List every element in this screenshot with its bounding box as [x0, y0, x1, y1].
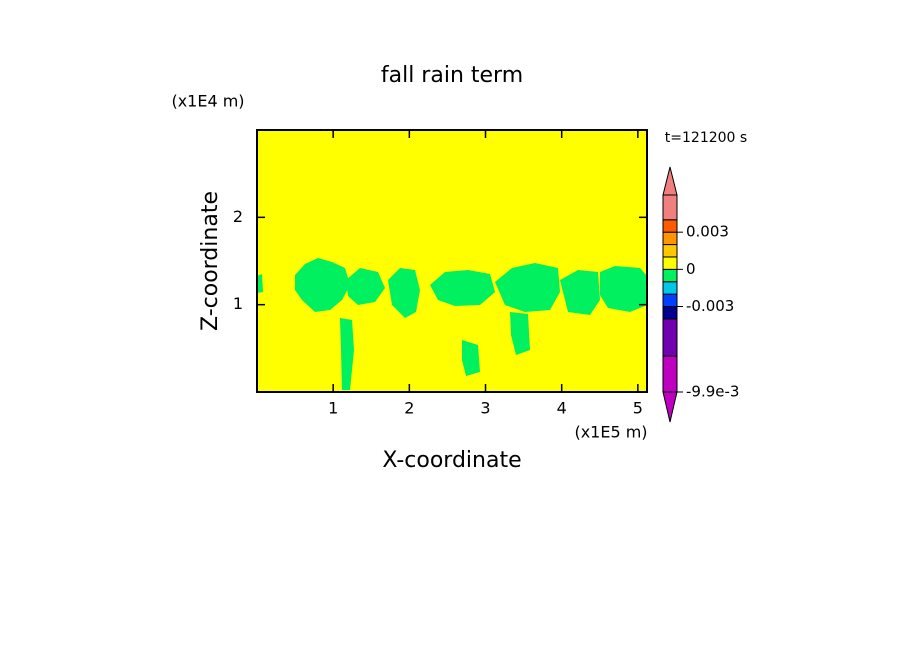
colorbar-box — [662, 355, 678, 393]
rain-patches — [257, 258, 647, 390]
y-axis-label: Z-coordinate — [198, 191, 223, 331]
colorbar-label: 0.003 — [686, 223, 729, 241]
colorbar-box — [662, 194, 678, 221]
colorbar-box — [662, 306, 678, 320]
y-tick-label: 2 — [233, 207, 243, 226]
colorbar-box — [662, 231, 678, 246]
x-tick-label: 4 — [557, 399, 567, 418]
colorbar-label: -0.003 — [686, 297, 734, 315]
x-tick-label: 2 — [404, 399, 414, 418]
colorbar-box — [662, 318, 678, 357]
x-unit: (x1E5 m) — [574, 423, 647, 442]
colorbar-box — [662, 244, 678, 258]
plot-frame — [256, 129, 648, 393]
x-tick-label: 5 — [633, 399, 643, 418]
colorbar-label: -9.9e-3 — [686, 383, 739, 401]
x-tick-label: 3 — [480, 399, 490, 418]
y-tick-label: 1 — [233, 294, 243, 313]
colorbar-extend-high — [662, 166, 678, 196]
time-label: t=121200 s — [665, 130, 747, 146]
colorbar-label: 0 — [686, 260, 696, 278]
chart-title: fall rain term — [381, 63, 523, 88]
y-unit: (x1E4 m) — [171, 92, 244, 111]
colorbar-box — [662, 281, 678, 295]
colorbar-box — [662, 293, 678, 308]
colorbar-box — [662, 268, 678, 283]
x-tick-label: 1 — [328, 399, 338, 418]
colorbar-box — [662, 256, 678, 270]
colorbar-extend-low — [662, 391, 678, 423]
x-axis-label: X-coordinate — [382, 448, 521, 473]
colorbar-box — [662, 219, 678, 233]
